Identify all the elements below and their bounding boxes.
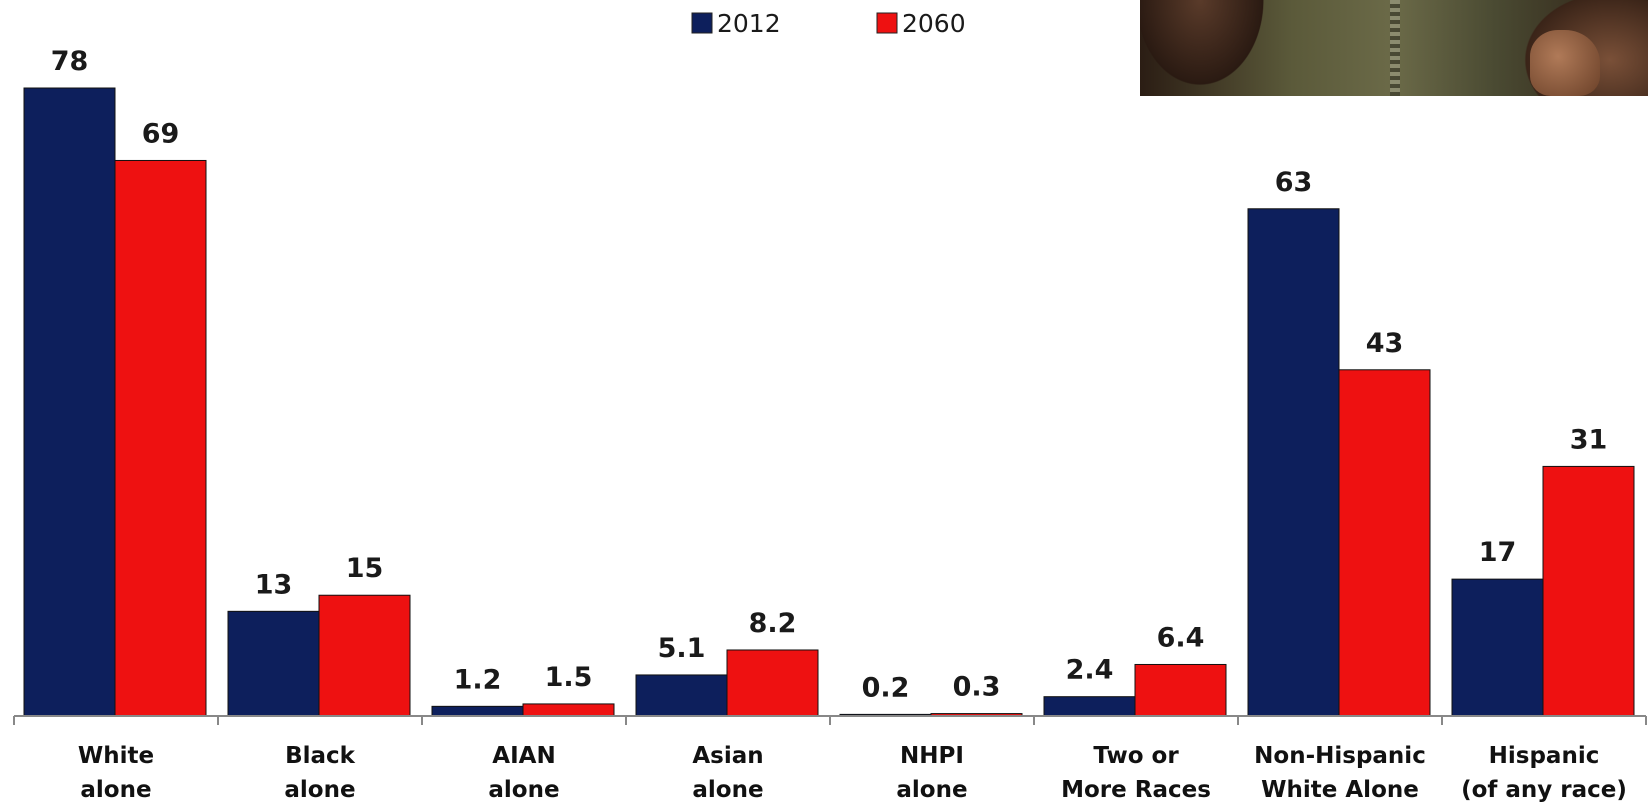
bar-2012-5 [1043,696,1136,717]
bar-2060-7 [1542,465,1635,717]
x-axis [13,715,1647,725]
category-label-4-line-1: alone [896,777,967,803]
category-labels: White alone Black alone AIAN alone Asian alone N… [78,743,1627,803]
photo-image [1140,0,1648,96]
category-label-2-line-0: AIAN [492,743,555,769]
value-label-2060-7: 31 [1570,424,1608,455]
category-label-7-line-0: Hispanic [1489,743,1600,769]
bar-2060-6 [1338,369,1431,717]
photo-hand [1530,30,1600,96]
bar-2012-1 [227,610,320,717]
value-label-2012-0: 78 [51,46,89,77]
category-label-1-line-0: Black [285,743,356,769]
photo-jacket-zipper [1390,0,1400,96]
value-label-2060-1: 15 [346,553,384,584]
legend-swatch-2012 [691,12,713,34]
value-label-2012-1: 13 [255,569,293,600]
value-label-2012-4: 0.2 [862,672,910,703]
bar-2012-2 [431,705,524,717]
category-label-6-line-1: White Alone [1261,777,1419,803]
category-label-0-line-1: alone [80,777,151,803]
category-label-6-line-0: Non-Hispanic [1254,743,1426,769]
bars: 78 69 13 15 1.2 1.5 5.1 8.2 0.2 0.3 2.4 6.4 63 43 17 31 [23,46,1635,717]
category-label-3-line-1: alone [692,777,763,803]
value-label-2060-4: 0.3 [953,672,1001,703]
value-label-2060-5: 6.4 [1157,622,1205,653]
bar-2060-3 [726,649,819,717]
category-label-4-line-0: NHPI [900,743,964,769]
value-label-2060-2: 1.5 [545,662,593,693]
bar-2060-1 [318,594,411,717]
bar-2060-0 [114,159,207,717]
bar-2060-2 [522,703,615,717]
bar-2012-3 [635,674,728,717]
legend: 2012 2060 [691,9,966,38]
value-label-2060-0: 69 [142,118,180,149]
legend-label-2060: 2060 [902,9,966,38]
bar-2012-6 [1247,208,1340,717]
value-label-2012-3: 5.1 [658,633,706,664]
category-label-2-line-1: alone [488,777,559,803]
category-label-0-line-0: White [78,743,154,769]
bar-2060-5 [1134,663,1227,717]
value-label-2012-6: 63 [1275,167,1313,198]
category-label-5-line-0: Two or [1093,743,1179,769]
value-label-2012-7: 17 [1479,537,1517,568]
category-label-1-line-1: alone [284,777,355,803]
bar-2012-0 [23,87,116,717]
value-label-2060-6: 43 [1366,328,1404,359]
value-label-2060-3: 8.2 [749,608,797,639]
category-label-3-line-0: Asian [692,743,763,769]
bar-2012-7 [1451,578,1544,717]
legend-label-2012: 2012 [717,9,781,38]
value-label-2012-2: 1.2 [454,664,502,695]
value-label-2012-5: 2.4 [1066,655,1114,686]
legend-swatch-2060 [876,12,898,34]
category-label-7-line-1: (of any race) [1461,777,1627,803]
category-label-5-line-1: More Races [1061,777,1211,803]
